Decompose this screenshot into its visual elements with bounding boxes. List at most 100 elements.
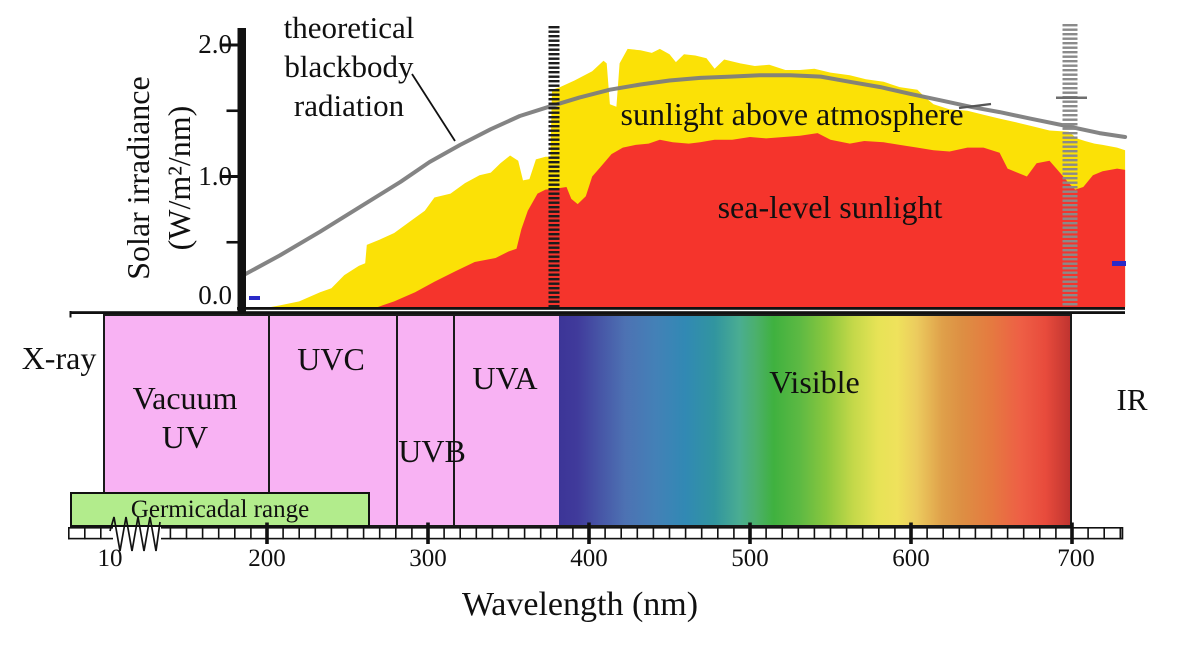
ruler-minor-tick: [459, 527, 461, 540]
marker-700nm-dash: [1062, 24, 1078, 27]
ruler-minor-tick: [797, 527, 800, 540]
band-label-vacuum-uv: Vacuum UV: [110, 379, 260, 457]
marker-700nm-dash: [1062, 123, 1078, 126]
marker-380nm-dash: [548, 251, 560, 254]
ruler-minor-tick: [829, 527, 832, 540]
y-tick-label: 0.0: [198, 280, 232, 310]
marker-380nm-dash: [548, 147, 560, 150]
marker-700nm-cross-tick: [1056, 96, 1087, 99]
ruler-minor-tick: [990, 527, 993, 540]
marker-380nm-dash: [548, 233, 560, 236]
marker-380nm-dash: [548, 26, 560, 29]
ruler-minor-tick: [974, 527, 977, 540]
marker-380nm-dash: [548, 179, 560, 182]
marker-700nm-dash: [1062, 253, 1078, 256]
ruler-minor-tick: [217, 527, 220, 540]
ruler-minor-tick: [652, 527, 655, 540]
marker-380nm-dash: [548, 138, 560, 141]
ruler-minor-tick: [749, 527, 751, 540]
blue-dash-left: [249, 296, 260, 300]
ruler-minor-tick: [588, 527, 590, 540]
marker-380nm-dash: [548, 71, 560, 74]
marker-380nm-dash: [548, 75, 560, 78]
divider-315nm: [453, 316, 455, 525]
marker-380nm-dash: [548, 215, 560, 218]
y-minor-tick: [226, 240, 238, 244]
marker-700nm-dash: [1062, 258, 1078, 261]
label-line: Vacuum: [132, 380, 238, 416]
marker-380nm-dash: [548, 107, 560, 110]
marker-380nm-dash: [548, 170, 560, 173]
ruler-minor-tick: [411, 527, 413, 540]
marker-380nm-dash: [548, 201, 560, 204]
marker-380nm-dash: [548, 116, 560, 119]
marker-700nm-dash: [1062, 294, 1078, 297]
ruler-minor-tick: [942, 527, 944, 540]
ruler-end-tick: [1121, 527, 1124, 540]
marker-380nm-dash: [548, 278, 560, 281]
marker-380nm-dash: [548, 300, 560, 303]
marker-380nm-dash: [548, 210, 560, 213]
marker-380nm-dash: [548, 120, 560, 123]
ruler-minor-tick: [765, 527, 767, 540]
ruler-minor-tick: [1022, 527, 1025, 540]
ruler-minor-tick: [539, 527, 542, 540]
y-minor-tick: [226, 109, 238, 113]
marker-380nm-dash: [548, 305, 560, 308]
marker-380nm-dash: [548, 228, 560, 231]
x-tick-label: 500: [731, 545, 769, 572]
ruler-top-line: [161, 527, 1123, 529]
y-tick-label: 1.0: [198, 161, 232, 191]
marker-380nm-dash: [548, 39, 560, 42]
ruler-minor-tick: [475, 527, 478, 540]
marker-700nm-dash: [1062, 105, 1078, 108]
ruler-minor-tick: [282, 527, 284, 540]
marker-380nm-dash: [548, 134, 560, 137]
marker-700nm-dash: [1062, 51, 1078, 54]
sunlight-above-atmosphere-label: sunlight above atmosphere: [620, 96, 964, 132]
marker-380nm-dash: [548, 66, 560, 69]
ruler-minor-tick: [781, 527, 783, 540]
ruler-minor-tick: [861, 527, 864, 540]
ruler-minor-tick: [717, 527, 719, 540]
marker-380nm-dash: [548, 183, 560, 186]
label-line: UV: [161, 419, 209, 455]
ruler-minor-tick: [1055, 527, 1057, 540]
marker-700nm-dash: [1062, 60, 1078, 63]
marker-380nm-dash: [548, 98, 560, 101]
ruler-minor-tick: [314, 527, 317, 540]
marker-700nm-dash: [1062, 303, 1078, 306]
x-tick-label: 300: [409, 545, 447, 572]
marker-700nm-dash: [1062, 276, 1078, 279]
marker-380nm-dash: [548, 242, 560, 245]
x-tick-label: 200: [248, 545, 286, 572]
marker-700nm-dash: [1062, 46, 1078, 49]
marker-380nm-dash: [548, 80, 560, 83]
marker-380nm-dash: [548, 192, 560, 195]
marker-380nm-dash: [548, 156, 560, 159]
ruler-minor-tick: [620, 527, 622, 540]
marker-380nm-dash: [548, 291, 560, 294]
x-tick-label: 600: [892, 545, 930, 572]
marker-700nm-dash: [1062, 213, 1078, 216]
band-label-ir: IR: [1116, 382, 1148, 417]
sea-level-sunlight-label: sea-level sunlight: [717, 189, 943, 225]
marker-700nm-dash: [1062, 114, 1078, 117]
marker-380nm-dash: [548, 53, 560, 56]
ruler-minor-tick: [234, 527, 236, 540]
band-label-uvc: UVC: [297, 341, 365, 377]
ruler-minor-tick: [636, 527, 639, 540]
marker-380nm-dash: [548, 255, 560, 258]
ruler-minor-tick: [362, 527, 365, 540]
marker-380nm-dash: [548, 287, 560, 290]
marker-380nm-dash: [548, 197, 560, 200]
marker-380nm-dash: [548, 102, 560, 105]
x-axis-title: Wavelength (nm): [461, 586, 699, 623]
ruler-minor-tick: [298, 527, 300, 540]
ruler-minor-tick: [68, 527, 70, 540]
marker-380nm-dash: [548, 260, 560, 263]
marker-380nm-dash: [548, 273, 560, 276]
marker-700nm-dash: [1062, 190, 1078, 193]
marker-700nm-dash: [1062, 150, 1078, 153]
y-major-tick: [221, 43, 238, 47]
